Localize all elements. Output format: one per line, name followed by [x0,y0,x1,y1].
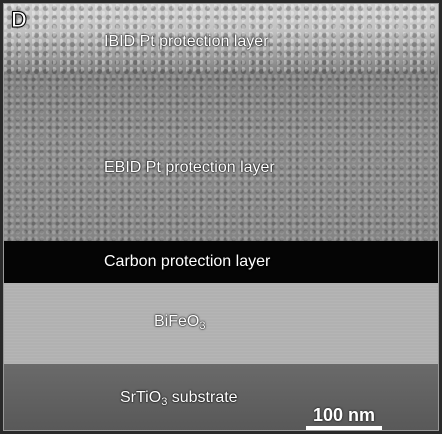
ebid-layer-label: EBID Pt protection layer [104,159,275,176]
ibid-layer-label: IBID Pt protection layer [104,33,269,50]
panel-label: D [11,7,28,32]
tem-micrograph: D IBID Pt protection layer EBID Pt prote… [3,3,439,431]
ebid-pt-layer-region [4,74,438,241]
bifeo3-label-base: BiFeO [154,313,200,330]
scale-bar-label: 100 nm [312,405,376,425]
carbon-layer-region [4,241,438,283]
carbon-layer-label: Carbon protection layer [104,253,271,270]
bifeo3-layer-region [4,283,438,364]
bifeo3-layer-label: BiFeO3 [154,313,205,332]
srtio3-label-subscript: 3 [161,396,168,408]
srtio3-label-rest: substrate [167,389,238,406]
scale-bar: 100 nm [306,405,382,430]
scale-bar-line [306,426,382,430]
ibid-pt-layer-region [4,4,438,74]
srtio3-substrate-region [4,364,438,430]
srtio3-label-base: SrTiO [120,389,162,406]
bifeo3-label-subscript: 3 [199,320,206,332]
srtio3-layer-label: SrTiO3 substrate [120,389,238,408]
